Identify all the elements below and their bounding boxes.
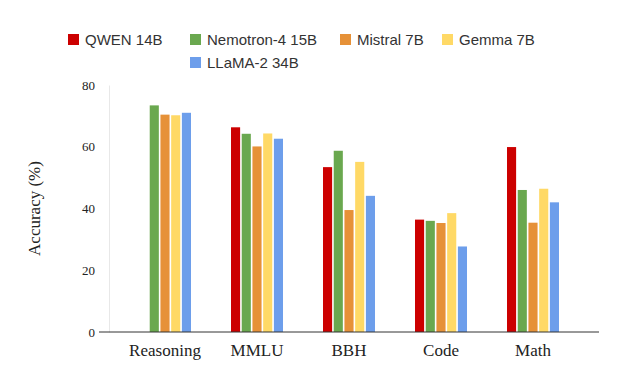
x-tick-label: MMLU <box>231 341 284 360</box>
bar <box>252 146 261 332</box>
x-axis-line <box>99 332 599 333</box>
x-tick: MMLU <box>231 332 284 360</box>
series <box>182 113 559 332</box>
chart: 0 20 40 60 80 Reasoning MMLU BBH Code Math Accurac… <box>0 0 628 384</box>
bar <box>366 196 375 332</box>
legend-swatch <box>190 34 201 45</box>
legend-label: LLaMA-2 34B <box>207 54 299 71</box>
bar <box>242 134 251 332</box>
x-tick: Reasoning <box>129 332 201 360</box>
bar <box>263 133 272 332</box>
y-tick-label: 40 <box>82 201 95 216</box>
bars <box>150 105 559 332</box>
bar <box>426 221 435 332</box>
bar <box>528 223 537 332</box>
legend-label: Gemma 7B <box>459 31 535 48</box>
legend-swatch <box>68 34 79 45</box>
bar <box>274 139 283 332</box>
bar <box>415 220 424 332</box>
bar <box>447 213 456 332</box>
bar <box>539 189 548 332</box>
bar <box>182 113 191 332</box>
bar <box>323 167 332 332</box>
series <box>231 127 516 332</box>
series <box>150 105 527 332</box>
bar <box>334 151 343 332</box>
x-axis: Reasoning MMLU BBH Code Math <box>99 332 599 360</box>
bar <box>507 147 516 332</box>
bar <box>550 202 559 332</box>
y-axis-line <box>109 86 110 333</box>
legend-item: Nemotron-4 15B <box>190 31 317 48</box>
x-tick: BBH <box>332 332 367 360</box>
x-tick-label: Reasoning <box>129 341 201 360</box>
y-axis: 0 20 40 60 80 <box>82 78 110 340</box>
y-tick-label: 20 <box>82 263 95 278</box>
bar <box>171 115 180 332</box>
legend-swatch <box>442 34 453 45</box>
y-tick: 40 <box>82 201 109 216</box>
bar <box>436 223 445 332</box>
bar <box>518 190 527 332</box>
legend-swatch <box>190 57 201 68</box>
y-tick: 80 <box>82 78 109 93</box>
legend-label: Nemotron-4 15B <box>207 31 317 48</box>
legend-item: Gemma 7B <box>442 31 535 48</box>
x-tick-label: BBH <box>332 341 367 360</box>
bar <box>344 210 353 332</box>
x-tick-label: Math <box>515 341 551 360</box>
series <box>171 115 548 332</box>
x-tick: Math <box>515 332 551 360</box>
x-tick-label: Code <box>423 341 459 360</box>
y-tick-label: 80 <box>82 78 95 93</box>
bar <box>160 115 169 332</box>
y-axis-title: Accuracy (%) <box>25 161 44 256</box>
bar <box>150 105 159 332</box>
y-tick: 60 <box>82 139 109 154</box>
x-tick: Code <box>423 332 459 360</box>
y-tick-label: 60 <box>82 139 95 154</box>
bar <box>458 246 467 332</box>
y-tick: 20 <box>82 263 109 278</box>
legend-swatch <box>340 34 351 45</box>
legend-item: LLaMA-2 34B <box>190 54 299 71</box>
legend: QWEN 14B Nemotron-4 15B Mistral 7B Gemma 7B… <box>68 31 535 71</box>
series <box>160 115 537 332</box>
legend-item: Mistral 7B <box>340 31 424 48</box>
y-tick-label: 0 <box>89 325 96 340</box>
bar <box>231 127 240 332</box>
bar <box>355 162 364 332</box>
legend-label: Mistral 7B <box>357 31 424 48</box>
legend-label: QWEN 14B <box>85 31 163 48</box>
legend-item: QWEN 14B <box>68 31 163 48</box>
